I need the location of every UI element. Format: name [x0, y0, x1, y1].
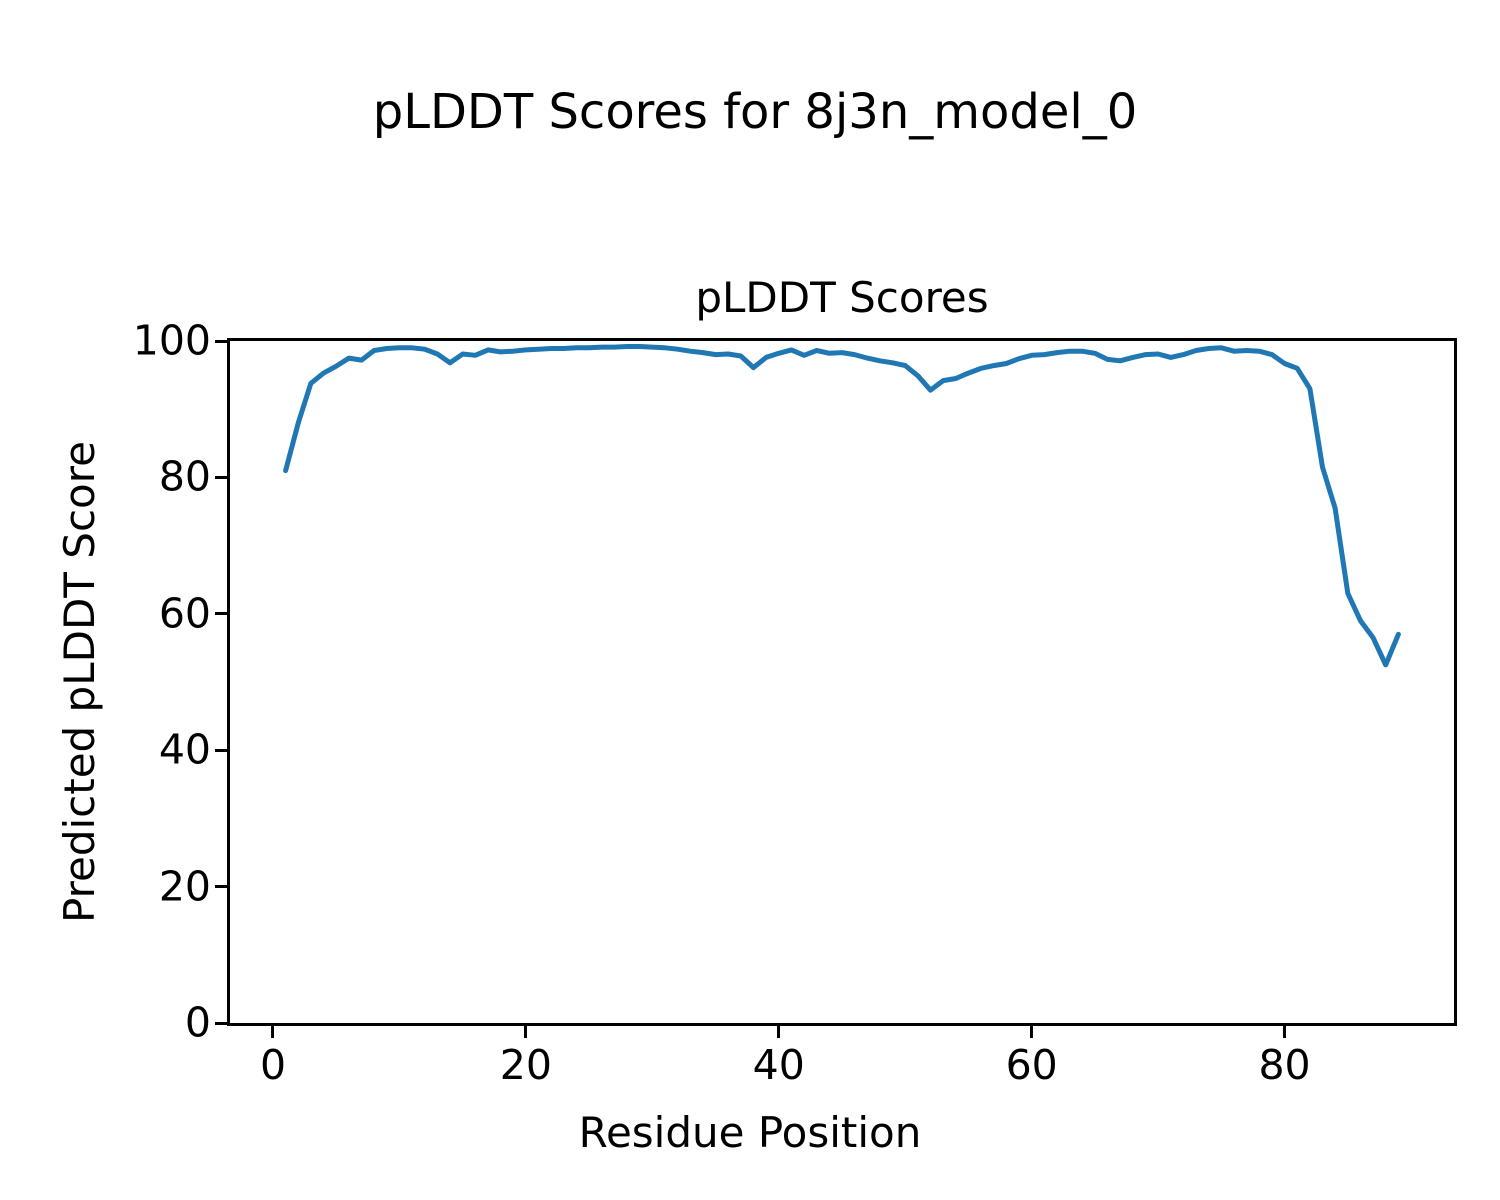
- y-tick-mark: [215, 612, 227, 616]
- plot-box-spines: 0 20 40 60 80 0 20 40 60 80 100: [133, 320, 1457, 1086]
- plddt-line-svg: [283, 344, 1401, 668]
- y-tick-label: 80: [158, 452, 211, 501]
- y-axis-label: Predicted pLDDT Score: [55, 441, 104, 923]
- plddt-line: [283, 344, 1401, 668]
- axes-title: pLDDT Scores: [695, 273, 989, 322]
- x-tick-mark: [1030, 1026, 1034, 1038]
- y-tick-mark: [215, 748, 227, 752]
- x-tick-label: 40: [752, 1041, 805, 1089]
- y-tick-mark: [215, 1021, 227, 1025]
- figure-suptitle: pLDDT Scores for 8j3n_model_0: [372, 84, 1138, 140]
- y-tick-label: 40: [158, 725, 211, 774]
- y-tick-label: 20: [158, 862, 211, 911]
- x-tick-label: 60: [1005, 1041, 1058, 1089]
- x-tick-mark: [1283, 1026, 1287, 1038]
- plot-area: 0 20 40 60 80 0 20 40 60 80 100: [133, 320, 1454, 1086]
- y-tick-mark: [215, 339, 227, 343]
- y-tick-label: 0: [184, 998, 211, 1047]
- y-tick-label: 60: [158, 589, 211, 638]
- y-tick-label: 100: [132, 316, 211, 365]
- y-tick-mark: [215, 475, 227, 479]
- x-tick-label: 0: [259, 1041, 287, 1089]
- x-tick-mark: [777, 1026, 781, 1038]
- x-axis-label: Residue Position: [578, 1108, 922, 1157]
- x-tick-mark: [271, 1026, 275, 1038]
- x-tick-label: 20: [499, 1041, 552, 1089]
- x-tick-label: 80: [1258, 1041, 1311, 1089]
- x-tick-mark: [524, 1026, 528, 1038]
- y-tick-mark: [215, 885, 227, 889]
